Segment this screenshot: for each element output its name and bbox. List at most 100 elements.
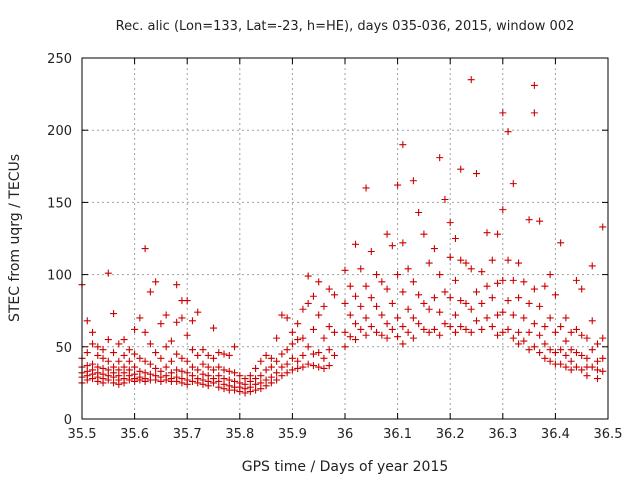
data-point (309, 362, 317, 370)
data-point (593, 357, 601, 365)
data-point (299, 334, 307, 342)
data-point (146, 340, 154, 348)
data-point (141, 377, 149, 385)
data-point (278, 311, 286, 319)
data-point (436, 331, 444, 339)
data-points (78, 76, 607, 397)
data-point (215, 383, 223, 391)
data-point (283, 314, 291, 322)
x-tick-label: 35.7 (173, 427, 202, 442)
data-point (593, 340, 601, 348)
data-point (257, 357, 265, 365)
data-point (262, 351, 270, 359)
data-point (162, 363, 170, 371)
data-point (320, 334, 328, 342)
data-point (89, 328, 97, 336)
data-point (578, 331, 586, 339)
data-point (430, 325, 438, 333)
data-point (299, 351, 307, 359)
data-point (462, 299, 470, 307)
data-point (178, 354, 186, 362)
data-point (467, 76, 475, 84)
data-point (509, 276, 517, 284)
data-point (215, 349, 223, 357)
data-point (478, 299, 486, 307)
data-point (199, 380, 207, 388)
data-point (567, 366, 575, 374)
data-point (467, 305, 475, 313)
data-point (488, 323, 496, 331)
y-tick-label: 100 (47, 269, 72, 284)
data-point (273, 376, 281, 384)
data-point (373, 302, 381, 310)
data-point (131, 325, 139, 333)
data-point (425, 259, 433, 267)
data-point (383, 230, 391, 238)
data-point (499, 276, 507, 284)
data-point (404, 328, 412, 336)
gridlines (82, 58, 608, 419)
data-point (583, 354, 591, 362)
data-point (494, 230, 502, 238)
data-point (194, 351, 202, 359)
data-point (157, 377, 165, 385)
data-point (436, 308, 444, 316)
data-point (430, 294, 438, 302)
data-point (136, 376, 144, 384)
data-point (104, 336, 112, 344)
data-point (504, 297, 512, 305)
data-point (188, 317, 196, 325)
data-point (451, 235, 459, 242)
data-point (483, 282, 491, 290)
x-tick-label: 35.9 (278, 427, 307, 442)
data-point (415, 291, 423, 299)
data-point (425, 328, 433, 336)
data-point (578, 285, 586, 293)
data-point (330, 291, 338, 299)
data-point (567, 346, 575, 354)
data-point (504, 325, 512, 333)
data-point (567, 357, 575, 365)
data-point (257, 385, 265, 393)
data-point (294, 320, 302, 328)
data-point (530, 285, 538, 293)
data-point (115, 340, 123, 348)
data-point (362, 314, 370, 322)
data-point (378, 331, 386, 339)
data-point (383, 334, 391, 342)
data-point (210, 354, 217, 362)
data-point (420, 299, 428, 307)
data-point (436, 271, 444, 279)
data-point (546, 357, 554, 365)
data-point (441, 196, 449, 204)
data-point (473, 317, 480, 325)
data-point (562, 363, 570, 371)
data-point (89, 340, 97, 348)
data-point (399, 323, 407, 331)
data-point (188, 346, 196, 354)
data-point (462, 259, 470, 267)
data-point (257, 372, 265, 380)
data-point (104, 357, 112, 365)
data-point (378, 278, 386, 286)
data-point (525, 216, 533, 224)
data-point (304, 343, 312, 351)
data-point (457, 165, 465, 173)
data-point (415, 320, 423, 328)
data-point (572, 276, 580, 284)
data-point (473, 170, 480, 178)
data-point (110, 310, 118, 318)
data-point (220, 350, 228, 358)
data-point (315, 278, 323, 286)
data-point (515, 340, 523, 348)
data-point (236, 372, 244, 380)
data-point (89, 375, 97, 383)
data-point (246, 388, 254, 396)
data-point (504, 256, 512, 264)
data-point (173, 377, 181, 385)
data-point (94, 377, 102, 385)
data-point (110, 379, 118, 387)
data-point (394, 333, 402, 341)
data-point (541, 340, 549, 348)
data-point (599, 223, 607, 231)
